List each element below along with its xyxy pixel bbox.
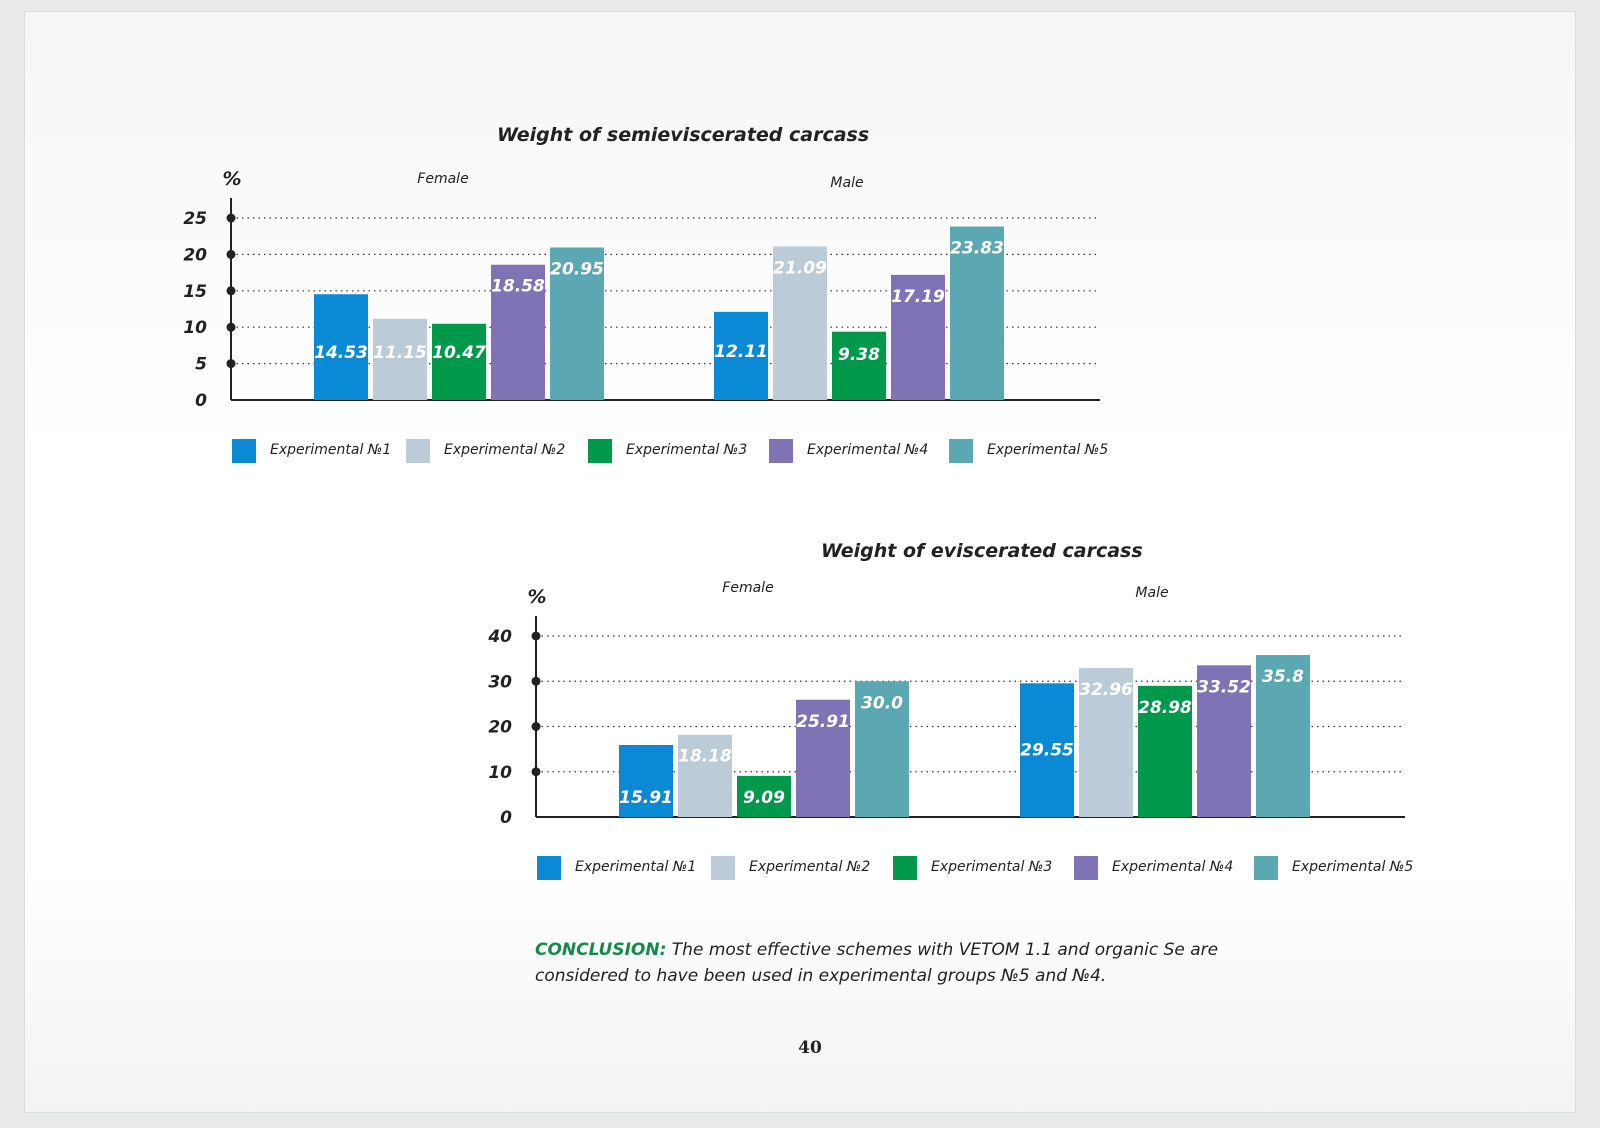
chart-legend: Experimental №1 Experimental №2 Experiment…: [537, 855, 1437, 881]
conclusion-body: The most effective schemes with VETOM 1.…: [535, 940, 1219, 986]
bar: [832, 331, 886, 400]
y-axis-label: %: [527, 586, 546, 608]
legend-swatch: [949, 439, 973, 463]
bar: [1256, 655, 1310, 817]
category-label: Male: [1135, 585, 1168, 601]
bar-value-label: 21.09: [773, 258, 827, 278]
legend-label: Experimental №2: [749, 859, 871, 875]
y-tick-label: 20: [183, 245, 207, 265]
bar: [773, 246, 827, 400]
category-label: Female: [722, 580, 773, 596]
bar: [314, 294, 368, 400]
y-axis-label: %: [222, 168, 241, 190]
bar-value-label: 18.18: [678, 747, 732, 767]
legend-label: Experimental №1: [575, 859, 697, 875]
bar-value-label: 14.53: [314, 343, 368, 363]
bar: [714, 311, 768, 400]
chart-legend: Experimental №1 Experimental №2 Experiment…: [232, 438, 1132, 464]
bar-value-label: 9.38: [838, 345, 880, 365]
y-tick-label: 10: [183, 318, 207, 338]
bar: [796, 699, 850, 817]
legend-swatch: [769, 439, 793, 463]
bar: [1079, 667, 1133, 817]
bar-value-label: 28.98: [1138, 698, 1192, 718]
legend-label: Experimental №5: [987, 442, 1109, 458]
y-tick-label: 5: [195, 355, 207, 375]
y-tick-label: 0: [500, 808, 512, 828]
bar-value-label: 25.91: [796, 712, 850, 732]
y-tick-label: 0: [195, 391, 207, 411]
legend-swatch: [893, 856, 917, 880]
legend-label: Experimental №4: [807, 442, 929, 458]
bar: [855, 681, 909, 817]
y-tick-label: 40: [487, 627, 512, 647]
bar-value-label: 10.47: [432, 343, 486, 363]
bar: [491, 264, 545, 400]
bar-value-label: 32.96: [1079, 680, 1133, 700]
bar: [1020, 683, 1074, 817]
y-tick-label: 15: [183, 282, 207, 302]
bar-value-label: 18.58: [491, 277, 545, 297]
y-tick-label: 10: [488, 763, 512, 783]
legend-swatch: [1254, 856, 1278, 880]
category-label: Female: [417, 171, 468, 187]
legend-label: Experimental №4: [1112, 859, 1234, 875]
legend-swatch: [406, 439, 430, 463]
y-tick-label: 25: [183, 209, 207, 229]
legend-swatch: [588, 439, 612, 463]
y-tick-label: 30: [488, 672, 512, 692]
bar-value-label: 20.95: [550, 259, 604, 279]
conclusion-label: CONCLUSION:: [535, 940, 667, 960]
conclusion-text: CONCLUSION: The most effective schemes w…: [535, 937, 1315, 989]
bar-value-label: 23.83: [950, 239, 1004, 259]
bar: [891, 274, 945, 400]
bar-value-label: 15.91: [619, 788, 673, 808]
bar: [373, 318, 427, 400]
bar: [1138, 685, 1192, 817]
bar: [1197, 665, 1251, 817]
legend-swatch: [711, 856, 735, 880]
bar: [432, 323, 486, 400]
bar-value-label: 17.19: [891, 287, 945, 307]
chart-title: Weight of semieviscerated carcass: [497, 124, 870, 146]
legend-swatch: [537, 856, 561, 880]
bar: [737, 775, 791, 817]
legend-label: Experimental №3: [626, 442, 748, 458]
page-number: 40: [798, 1038, 822, 1058]
bar-value-label: 35.8: [1262, 667, 1304, 687]
legend-swatch: [232, 439, 256, 463]
bar: [550, 247, 604, 400]
category-label: Male: [830, 175, 863, 191]
bar: [950, 226, 1004, 400]
bar-value-label: 33.52: [1197, 677, 1251, 697]
legend-label: Experimental №5: [1292, 859, 1414, 875]
legend-label: Experimental №2: [444, 442, 566, 458]
chart-title: Weight of eviscerated carcass: [821, 540, 1143, 562]
bar-value-label: 9.09: [743, 788, 785, 808]
bar: [678, 734, 732, 817]
bar-value-label: 11.15: [373, 343, 427, 363]
bar-value-label: 30.0: [861, 693, 903, 713]
legend-label: Experimental №3: [931, 859, 1053, 875]
bar-value-label: 29.55: [1020, 740, 1074, 760]
legend-label: Experimental №1: [270, 442, 392, 458]
bar-value-label: 12.11: [714, 342, 768, 362]
legend-swatch: [1074, 856, 1098, 880]
y-tick-label: 20: [488, 718, 512, 738]
bar: [619, 745, 673, 817]
document-page: [24, 11, 1576, 1113]
